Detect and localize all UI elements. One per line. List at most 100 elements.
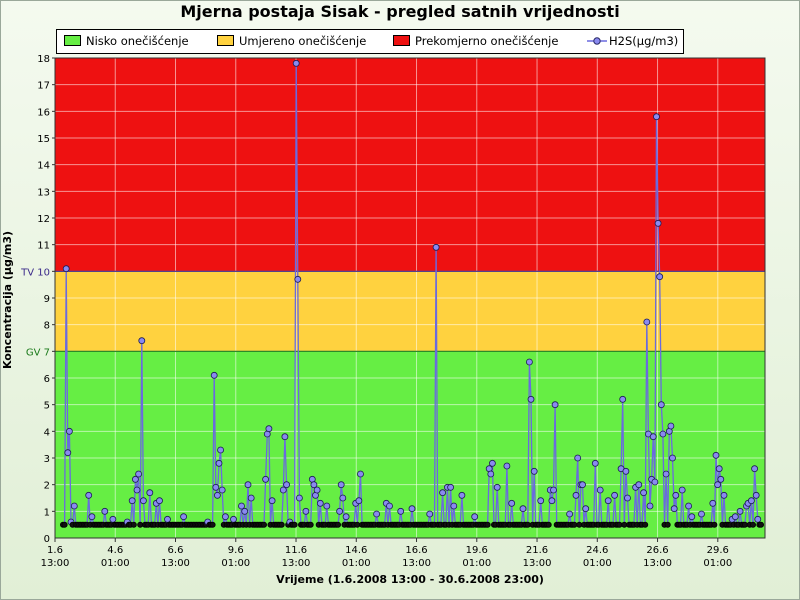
data-point (664, 521, 671, 528)
data-point (651, 478, 659, 486)
x-tick-date: 1.6 (47, 545, 63, 556)
data-point (752, 491, 760, 499)
data-point (336, 507, 344, 515)
data-point (750, 521, 757, 528)
y-tick-label: 12 (37, 214, 50, 225)
y-tick-label: 9 (44, 294, 50, 305)
data-point (262, 475, 270, 483)
data-point (622, 467, 630, 475)
data-point (268, 497, 276, 505)
data-point (109, 515, 117, 523)
data-point (754, 515, 762, 523)
data-point (751, 465, 758, 473)
data-point (551, 401, 559, 409)
data-point (450, 502, 458, 510)
data-point (698, 510, 705, 518)
data-point (672, 491, 680, 499)
data-point (85, 491, 93, 499)
y-tick-label: 13 (37, 187, 50, 198)
data-point (342, 513, 350, 521)
data-point (131, 475, 139, 483)
x-tick-date: 6.6 (168, 545, 184, 556)
data-point (653, 113, 660, 121)
x-tick-date: 16.6 (405, 545, 427, 556)
y-tick-label: 16 (37, 107, 50, 118)
data-point (596, 486, 604, 494)
data-point (215, 459, 223, 467)
x-tick-time: 13:00 (523, 558, 552, 569)
data-point (711, 521, 718, 528)
x-tick-time: 01:00 (101, 558, 130, 569)
y-tick-label: GV 7 (26, 347, 50, 358)
data-point (685, 502, 692, 510)
data-point (545, 521, 552, 528)
y-tick-label: 4 (44, 427, 50, 438)
data-point (493, 483, 501, 491)
data-point (135, 470, 143, 478)
data-point (458, 491, 466, 499)
y-tick-label: 3 (44, 454, 50, 465)
y-tick-label: 2 (44, 481, 50, 492)
data-point (313, 486, 321, 494)
data-point (244, 481, 252, 489)
data-point (484, 521, 491, 528)
data-point (572, 491, 580, 499)
data-point (748, 497, 755, 505)
data-point (527, 395, 535, 403)
data-point (471, 513, 479, 521)
data-point (642, 521, 649, 528)
data-point (210, 371, 218, 379)
data-point (654, 219, 662, 227)
data-point (537, 497, 545, 505)
y-axis-label: Koncentracija (µg/m3) (1, 231, 14, 369)
data-point (657, 401, 665, 409)
data-point (640, 489, 647, 497)
data-point (283, 481, 291, 489)
data-point (323, 502, 331, 510)
data-point (649, 433, 657, 441)
data-point (156, 497, 163, 505)
x-tick-time: 13:00 (41, 558, 70, 569)
data-point (715, 465, 723, 473)
data-point (503, 462, 511, 470)
data-point (530, 467, 538, 475)
x-tick-time: 01:00 (703, 558, 732, 569)
data-point (230, 515, 237, 523)
data-point (357, 470, 364, 478)
data-point (294, 275, 302, 283)
legend-swatch-excessive (393, 35, 410, 46)
data-point (574, 454, 582, 462)
x-tick-date: 4.6 (107, 545, 123, 556)
data-point (709, 499, 717, 507)
data-point (218, 486, 226, 494)
data-point (61, 521, 68, 528)
data-point (736, 507, 744, 515)
legend-label-excessive: Prekomjerno onečišćenje (415, 34, 559, 48)
y-tick-label: 8 (44, 321, 50, 332)
legend: Nisko onečišćenje Umjereno onečišćenje P… (56, 29, 684, 54)
x-tick-time: 01:00 (342, 558, 371, 569)
data-point (238, 502, 245, 510)
data-point (295, 494, 303, 502)
data-point (508, 499, 516, 507)
data-point (662, 470, 670, 478)
data-point (571, 521, 578, 528)
x-tick-time: 01:00 (221, 558, 250, 569)
data-point (281, 433, 289, 441)
data-point (439, 489, 447, 497)
data-point (519, 505, 527, 513)
legend-label-low: Nisko onečišćenje (86, 34, 189, 48)
x-tick-date: 9.6 (228, 545, 244, 556)
data-point (731, 513, 739, 521)
data-point (688, 513, 696, 521)
legend-swatch-low (64, 35, 81, 46)
data-point (265, 425, 273, 433)
data-point (714, 481, 721, 489)
y-tick-label: 14 (37, 161, 50, 172)
data-point (447, 483, 455, 491)
x-tick-time: 01:00 (583, 558, 612, 569)
data-point (146, 489, 154, 497)
data-point (355, 497, 363, 505)
data-point (164, 515, 171, 523)
